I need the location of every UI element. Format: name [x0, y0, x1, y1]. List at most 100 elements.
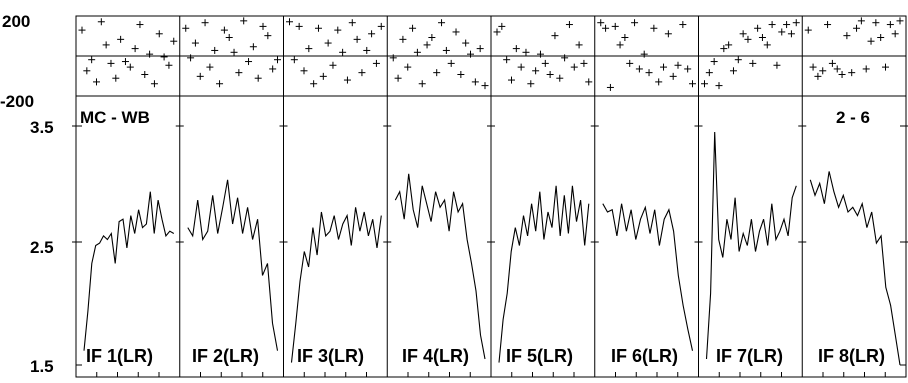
phase-point: [689, 80, 696, 88]
amplitude-series-5: [498, 185, 590, 363]
phase-point: [418, 80, 426, 88]
phase-point: [679, 21, 687, 29]
phase-point: [787, 30, 795, 38]
phase-point: [867, 37, 875, 45]
phase-point: [597, 19, 605, 27]
phase-point: [824, 21, 832, 29]
phase-point: [78, 26, 86, 34]
phase-point: [804, 26, 812, 34]
panel-label-2: IF 2(LR): [192, 346, 259, 366]
phase-point: [763, 41, 771, 49]
phase-point: [674, 61, 682, 69]
phase-point: [274, 56, 281, 64]
phase-point: [334, 26, 342, 34]
phase-point: [503, 56, 511, 64]
phase-point: [286, 18, 293, 26]
phase-point: [645, 69, 653, 77]
phase-point: [305, 45, 313, 53]
phase-point: [117, 35, 125, 43]
phase-point: [833, 65, 841, 73]
phase-point: [97, 18, 105, 26]
phase-point: [734, 56, 742, 64]
phase-point: [814, 72, 822, 80]
phase-point: [377, 22, 385, 30]
phase-point: [348, 19, 356, 27]
phase-point: [389, 54, 397, 62]
phase-point: [720, 45, 728, 53]
amp-ytick-bottom: 1.5: [30, 357, 54, 376]
phase-point: [245, 58, 253, 66]
amplitude-series-7: [705, 131, 797, 360]
phase-point: [570, 63, 578, 71]
phase-point: [838, 71, 846, 78]
phase-point: [512, 45, 520, 53]
phase-point: [196, 72, 204, 80]
phase-point: [259, 22, 267, 30]
phase-point: [744, 35, 752, 43]
phase-point: [447, 59, 455, 67]
phase-point: [409, 24, 417, 32]
phase-point: [264, 32, 272, 40]
phase-point: [254, 74, 262, 82]
phase-point: [126, 63, 134, 71]
baseline-label: MC - WB: [80, 108, 150, 127]
phase-point: [561, 54, 569, 62]
phase-point: [602, 24, 610, 32]
amp-ytick-middle: 2.5: [30, 238, 54, 257]
phase-point: [438, 19, 446, 27]
amplitude-series-4: [394, 173, 486, 360]
phase-point: [141, 71, 149, 78]
amplitude-series-2: [187, 179, 279, 351]
phase-point: [88, 56, 96, 64]
phase-point: [517, 63, 525, 71]
phase-point: [819, 67, 827, 75]
phase-point: [476, 45, 484, 53]
phase-point: [310, 80, 318, 88]
phase-point: [749, 59, 757, 67]
phase-point: [329, 61, 337, 69]
phase-ytick-bottom: -200: [0, 92, 34, 111]
phase-point: [399, 35, 407, 43]
phase-point: [551, 32, 559, 40]
phase-point: [462, 39, 470, 47]
panel-label-5: IF 5(LR): [506, 346, 573, 366]
phase-point: [611, 22, 619, 30]
phase-point: [655, 78, 663, 86]
phase-point: [146, 50, 154, 58]
phase-point: [725, 41, 733, 49]
phase-point: [112, 74, 120, 82]
phase-point: [710, 58, 718, 66]
phase-point: [522, 48, 530, 56]
phase-point: [240, 17, 248, 25]
phase-point: [768, 21, 776, 29]
phase-point: [857, 17, 865, 25]
phase-point: [626, 59, 634, 67]
phase-point: [191, 39, 199, 47]
phase-point: [754, 24, 762, 32]
phase-point: [343, 76, 351, 84]
phase-point: [493, 28, 501, 36]
phase-point: [896, 17, 904, 25]
phase-point: [187, 54, 195, 62]
phase-point: [206, 63, 214, 71]
phase-point: [452, 28, 460, 36]
phase-point: [481, 82, 489, 90]
phase-point: [660, 63, 668, 71]
phase-point: [792, 19, 800, 27]
phase-point: [230, 48, 238, 56]
phase-point: [669, 72, 677, 80]
phase-points: [78, 17, 904, 91]
phase-point: [877, 34, 885, 41]
phase-point: [758, 34, 766, 41]
phase-point: [92, 78, 100, 86]
phase-point: [828, 59, 836, 67]
phase-point: [640, 50, 648, 58]
phase-point: [565, 21, 573, 29]
phase-point: [170, 37, 178, 45]
phase-point: [314, 24, 322, 32]
phase-point: [891, 30, 899, 38]
phase-point: [541, 59, 549, 67]
phase-point: [536, 50, 544, 58]
panel-label-3: IF 3(LR): [297, 346, 364, 366]
phase-point: [715, 82, 723, 90]
